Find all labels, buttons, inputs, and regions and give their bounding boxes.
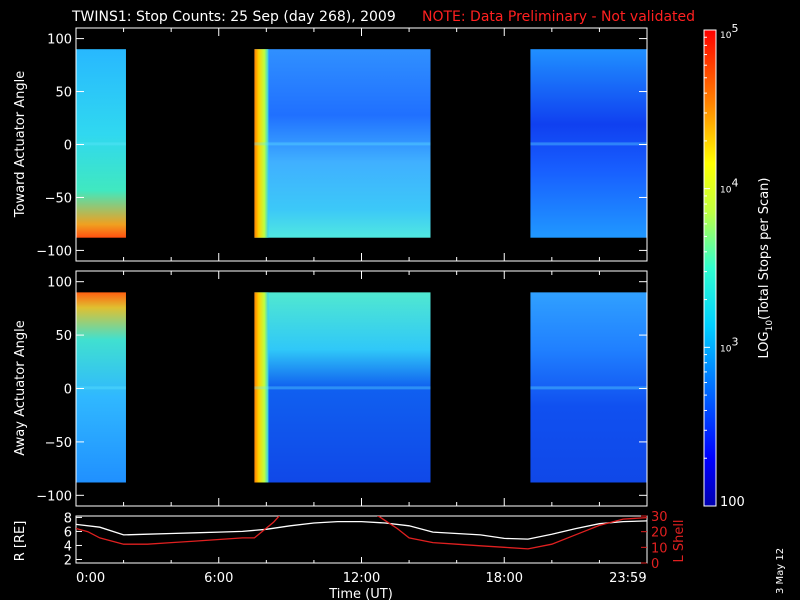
y-tick-label-right: 20 — [651, 526, 668, 541]
toward-y-ticks: 100 50 0 −50 −100 — [36, 33, 647, 259]
preliminary-note: NOTE: Data Preliminary - Not validated — [422, 9, 695, 25]
orbit-x-ticks: 0:00 6:00 12:00 18:00 23:59 — [75, 557, 648, 586]
x-tick-label: 23:59 — [609, 571, 646, 586]
y-tick-label-right: 30 — [651, 510, 668, 525]
toward-panel: 100 50 0 −50 −100 Toward Actuator Angle — [13, 27, 648, 262]
colorbar-tick-label: 104 — [720, 177, 738, 196]
x-tick-label: 12:00 — [343, 571, 380, 586]
chart-title: TWINS1: Stop Counts: 25 Sep (day 268), 2… — [71, 9, 396, 25]
away-y-label: Away Actuator Angle — [13, 320, 28, 455]
x-tick-label: 18:00 — [486, 571, 523, 586]
away-heatmap — [76, 292, 647, 483]
y-tick-label: 4 — [64, 539, 72, 554]
heatmap-band — [530, 142, 647, 146]
heatmap-block — [76, 49, 126, 238]
y-tick-label-right: 10 — [651, 541, 668, 556]
y-tick-label: 50 — [55, 329, 72, 344]
orbit-y-label-right: L Shell — [672, 519, 687, 562]
colorbar-ticks: 105 104 103 100 — [704, 22, 745, 510]
orbit-y-label-left: R [RE] — [13, 521, 28, 562]
heatmap-band — [254, 386, 431, 390]
y-tick-label: 0 — [64, 383, 72, 398]
toward-y-label: Toward Actuator Angle — [13, 71, 28, 218]
y-tick-label: 0 — [64, 139, 72, 154]
heatmap-band — [76, 142, 126, 146]
x-axis-label: Time (UT) — [328, 587, 393, 600]
y-tick-label: 6 — [64, 525, 72, 540]
heatmap-band — [76, 386, 126, 390]
away-panel: 100 50 0 −50 −100 Away Actuator Angle — [13, 270, 648, 507]
y-tick-label: 50 — [55, 86, 72, 101]
y-tick-label-right: 0 — [651, 557, 659, 572]
heatmap-edge — [254, 49, 269, 238]
colorbar: 105 104 103 100 LOG10(Total Stops per Scan) — [703, 22, 775, 510]
orbit-panel-frame — [75, 515, 648, 564]
x-tick-label: 6:00 — [204, 571, 233, 586]
heatmap-block — [530, 292, 647, 483]
colorbar-gradient — [703, 29, 717, 507]
heatmap-block — [76, 292, 126, 483]
heatmap-band — [254, 142, 431, 146]
heatmap-edge — [254, 292, 269, 483]
colorbar-tick-label: 100 — [720, 495, 745, 510]
away-y-ticks: 100 50 0 −50 −100 — [36, 276, 647, 504]
r-series-line — [76, 520, 647, 540]
y-tick-label: −50 — [45, 191, 72, 206]
date-stamp: 3 May 12 — [775, 548, 786, 594]
lshell-series-line — [76, 516, 647, 550]
x-tick-label: 0:00 — [76, 571, 105, 586]
y-tick-label: 100 — [47, 33, 72, 48]
y-tick-label: 100 — [47, 276, 72, 291]
heatmap-block — [254, 292, 431, 483]
heatmap-block — [254, 49, 431, 238]
toward-x-ticks — [75, 28, 648, 261]
y-tick-label: −100 — [36, 489, 72, 504]
y-tick-label: −100 — [36, 244, 72, 259]
y-tick-label: 2 — [64, 553, 72, 568]
heatmap-block — [530, 49, 647, 238]
toward-heatmap — [76, 49, 647, 238]
y-tick-label: −50 — [45, 436, 72, 451]
colorbar-tick-label: 105 — [720, 22, 738, 41]
heatmap-band — [530, 386, 647, 390]
away-x-ticks — [75, 271, 648, 506]
colorbar-label: LOG10(Total Stops per Scan) — [757, 178, 775, 359]
colorbar-tick-label: 103 — [720, 335, 738, 354]
orbit-lines — [76, 516, 647, 550]
y-tick-label: 8 — [64, 511, 72, 526]
